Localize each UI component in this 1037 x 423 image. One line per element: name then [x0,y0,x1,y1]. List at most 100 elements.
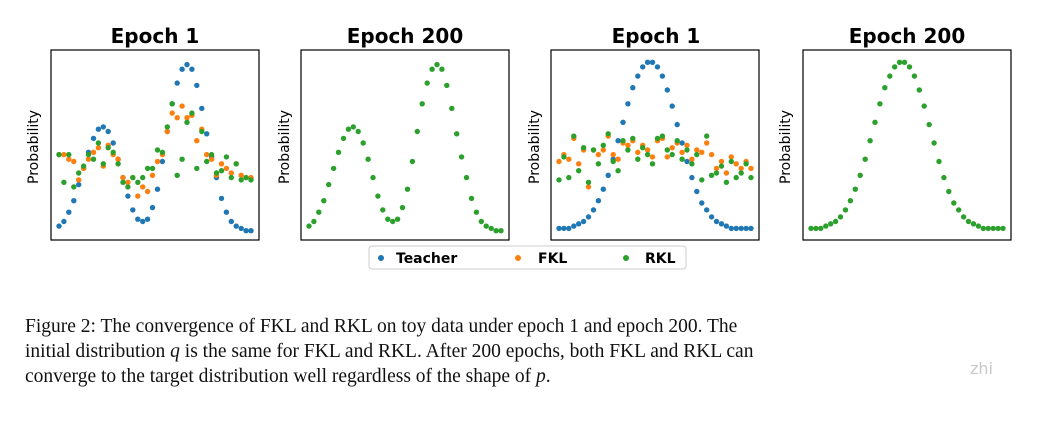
point-fkl [66,156,72,162]
point-rkl [61,179,67,185]
point-teacher [61,218,67,225]
point-rkl [174,172,180,178]
point-rkl [159,149,166,155]
caption-math-p: p [536,366,546,387]
point-teacher [218,195,225,202]
point-rkl [630,135,636,142]
point-fkl [600,147,606,153]
point-rkl [674,138,680,144]
point-rkl [990,225,996,232]
point-rkl [649,161,656,167]
point-rkl [434,61,440,68]
point-rkl [970,221,977,227]
point-rkl [689,161,695,167]
point-rkl [823,223,829,229]
point-rkl [708,172,715,178]
point-rkl [931,140,937,146]
point-teacher [204,131,210,137]
point-teacher [71,198,77,204]
caption-text: . [545,366,551,387]
point-rkl [640,145,646,151]
figure-caption: Figure 2: The convergence of FKL and RKL… [25,314,1025,389]
panel-title: Epoch 1 [111,24,200,48]
point-rkl [473,209,480,215]
point-fkl [566,156,572,162]
point-rkl [449,105,455,112]
plot-frame [550,49,760,241]
point-rkl [738,170,744,176]
point-rkl [218,168,225,174]
watermark-text: zhi [970,359,993,378]
point-teacher [228,218,234,225]
point-teacher [649,59,656,65]
point-rkl [585,179,592,185]
point-teacher [600,186,606,192]
point-fkl [71,158,77,165]
legend-marker-rkl [623,255,629,261]
point-rkl [125,184,131,190]
point-teacher [728,225,734,232]
point-rkl [439,66,445,72]
point-fkl [115,156,121,162]
point-rkl [468,195,475,202]
point-rkl [115,161,121,167]
point-rkl [199,128,205,135]
point-rkl [926,121,932,128]
point-rkl [213,170,220,176]
point-rkl [906,64,913,70]
point-rkl [444,82,450,89]
point-fkl [179,103,185,109]
caption-text: initial distribution [25,341,171,362]
point-teacher [699,200,705,206]
point-rkl [595,161,602,167]
point-rkl [975,223,982,229]
panel-epoch-200-right: Epoch 200 Probability [778,24,1012,241]
point-rkl [419,101,425,107]
point-rkl [566,174,572,181]
point-rkl [951,200,957,206]
point-teacher [130,207,136,213]
point-teacher [556,225,562,232]
point-fkl [664,154,670,160]
point-rkl [184,119,190,126]
point-rkl [399,204,406,211]
point-rkl [664,147,670,153]
point-teacher [635,73,641,79]
point-fkl [576,161,582,167]
point-teacher [679,140,685,146]
point-teacher [738,225,744,232]
panel-title: Epoch 1 [612,24,701,48]
point-rkl [911,73,918,79]
plot-frame [802,49,1012,241]
point-rkl [390,218,396,225]
point-teacher [238,225,244,232]
point-fkl [585,184,592,190]
point-rkl [842,207,849,213]
caption-math-q: q [170,341,180,362]
point-fkl [595,151,602,158]
point-teacher [56,223,62,229]
point-rkl [345,126,352,132]
point-fkl [708,151,715,158]
point-rkl [394,216,401,222]
point-teacher [580,218,587,225]
point-teacher [179,66,185,72]
point-teacher [184,61,190,68]
point-rkl [385,216,391,222]
point-fkl [718,158,725,165]
point-fkl [164,128,170,135]
point-fkl [194,138,200,144]
point-teacher [189,66,195,72]
point-teacher [159,158,166,165]
point-rkl [635,156,641,162]
point-rkl [233,161,239,167]
point-teacher [684,158,690,165]
point-fkl [85,156,92,162]
point-fkl [135,193,141,199]
point-rkl [718,163,725,169]
point-rkl [140,174,146,181]
point-teacher [713,218,720,225]
point-teacher [194,82,200,89]
point-rkl [169,101,175,107]
point-teacher [640,64,646,70]
